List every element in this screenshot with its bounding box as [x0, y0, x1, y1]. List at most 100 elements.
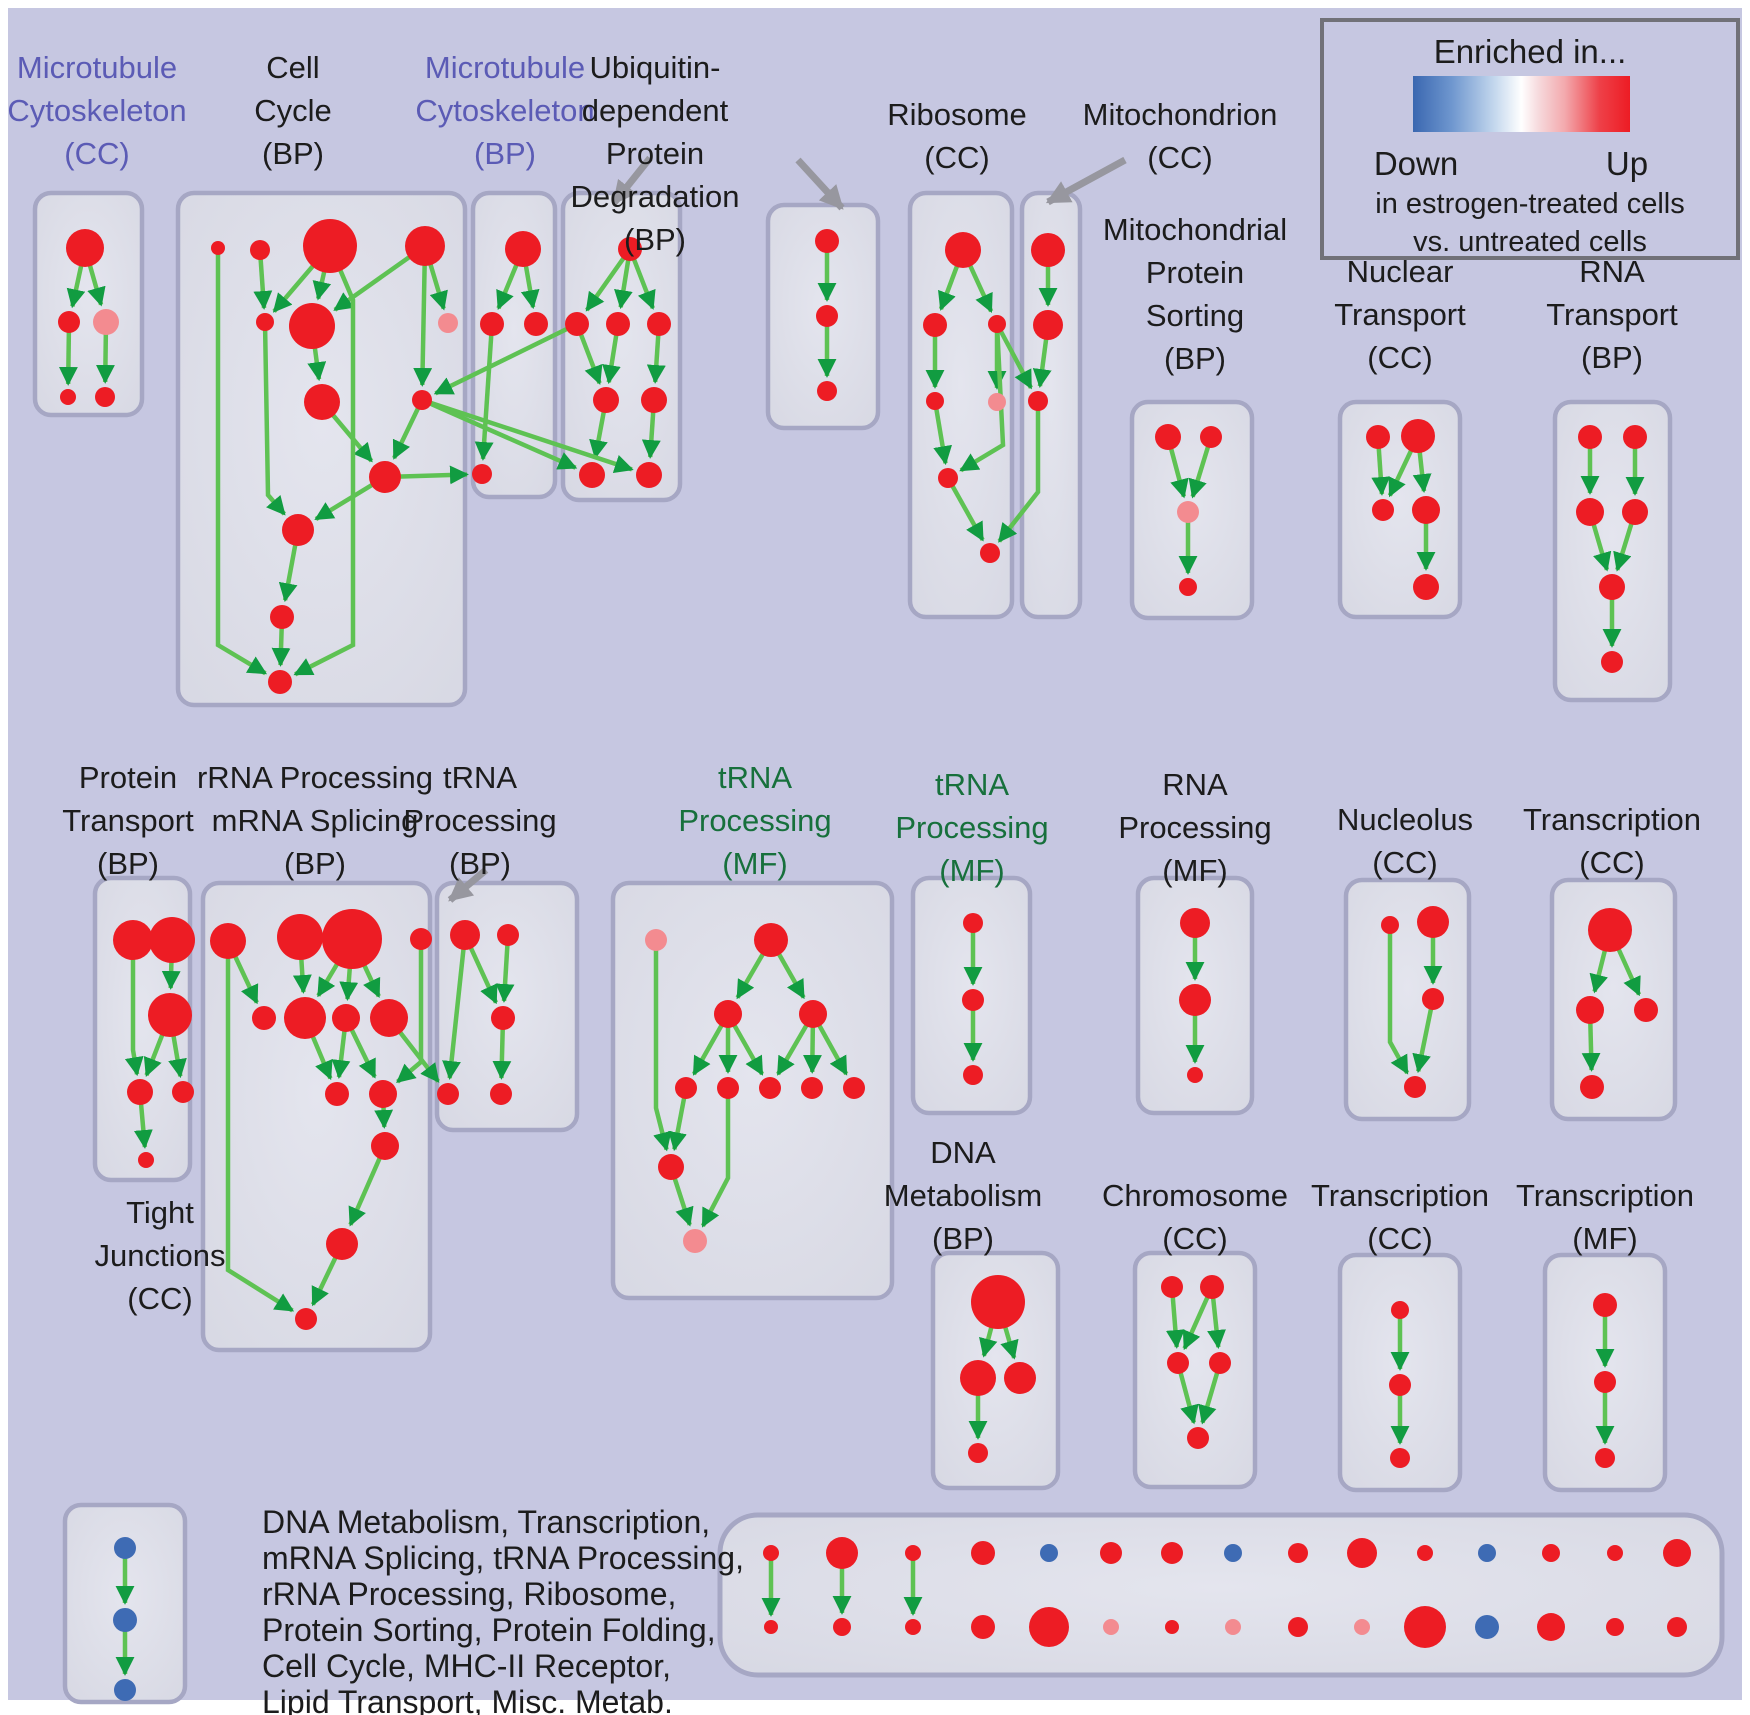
go-term-node-transcription-cc-3	[1390, 1448, 1410, 1468]
cluster-label-rna-transport: (BP)	[1581, 340, 1643, 375]
cluster-box-microtubule-bp	[470, 190, 558, 500]
go-term-node-misc-top	[1478, 1544, 1496, 1562]
go-term-node-misc-bottom	[1288, 1617, 1308, 1637]
legend-subtitle-1: in estrogen-treated cells	[1375, 188, 1685, 220]
go-term-node-microtubule-bp	[524, 312, 548, 336]
go-term-node-chromosome	[1167, 1352, 1189, 1374]
go-term-node-ubiquitin-a	[593, 387, 619, 413]
go-term-node-nuclear-transport	[1366, 425, 1390, 449]
edge-cell-cycle	[293, 245, 356, 677]
misc-collapsed-clusters-text: Protein Sorting, Protein Folding,	[262, 1612, 716, 1648]
cluster-label-trna-mf-wide: Processing	[678, 803, 831, 838]
cluster-box-transcription-cc-3	[1337, 1252, 1463, 1493]
cluster-box-misc	[717, 1512, 1725, 1678]
go-term-node-rrna	[322, 909, 382, 969]
go-term-node-trna-mf-wide	[675, 1077, 697, 1099]
go-term-node-mito-sorting	[1179, 578, 1197, 596]
cluster-label-transcription-cc-2: Transcription	[1523, 802, 1701, 837]
go-term-node-rna-proc-mf	[1179, 984, 1211, 1016]
cluster-label-rna-proc-mf: (MF)	[1162, 853, 1227, 888]
cluster-label-nuclear-transport: (CC)	[1367, 340, 1432, 375]
go-term-node-trna-mf-wide	[645, 929, 667, 951]
go-term-node-ribosome	[980, 543, 1000, 563]
go-term-node-tight-junctions	[114, 1679, 136, 1701]
go-term-node-cell-cycle	[211, 241, 225, 255]
edge-ribosome	[959, 323, 1006, 473]
go-term-node-ribosome	[938, 468, 958, 488]
cluster-label-cell-cycle: Cycle	[254, 93, 332, 128]
go-term-node-rna-transport	[1622, 499, 1648, 525]
cluster-label-transcription-mf: (MF)	[1572, 1221, 1637, 1256]
cross-edge	[421, 397, 578, 470]
go-term-node-ubiquitin-a	[647, 312, 671, 336]
cluster-label-mito-sorting: Sorting	[1146, 298, 1244, 333]
go-term-node-nuclear-transport	[1413, 574, 1439, 600]
cluster-label-protein-transport: Transport	[62, 803, 194, 838]
cluster-box-cell-cycle	[175, 190, 468, 708]
cluster-label-microtubule-bp: (BP)	[474, 136, 536, 171]
go-term-node-nucleolus	[1381, 916, 1399, 934]
cluster-box-chromosome	[1132, 1250, 1258, 1490]
edge-ubiquitin-a	[584, 247, 632, 312]
go-term-node-microtubule-bp	[480, 312, 504, 336]
go-term-node-cell-cycle	[270, 605, 294, 629]
go-term-node-rrna	[277, 914, 323, 960]
go-term-node-misc-bottom	[905, 1619, 921, 1635]
go-term-node-ubiquitin-a	[579, 462, 605, 488]
go-term-node-ubiquitin-b	[817, 381, 837, 401]
go-term-node-misc-top	[1542, 1544, 1560, 1562]
misc-collapsed-clusters-text: mRNA Splicing, tRNA Processing,	[262, 1540, 744, 1576]
go-term-node-trna-mf-wide	[714, 1000, 742, 1028]
go-term-node-misc-bottom	[833, 1618, 851, 1636]
cluster-label-nucleolus: Nucleolus	[1337, 802, 1473, 837]
go-term-node-rrna	[410, 928, 432, 950]
go-term-node-cell-cycle	[289, 303, 335, 349]
cluster-label-microtubule-cc: Microtubule	[17, 50, 177, 85]
go-term-node-trna-mf-small	[963, 913, 983, 933]
cluster-label-microtubule-bp: Cytoskeleton	[415, 93, 594, 128]
go-term-node-rrna	[332, 1004, 360, 1032]
go-term-node-mitochondrion	[1031, 233, 1065, 267]
go-term-node-ubiquitin-a	[606, 312, 630, 336]
go-term-node-trna-bp	[491, 1006, 515, 1030]
cluster-label-ribosome: (CC)	[924, 140, 989, 175]
cluster-label-tight-junctions: (CC)	[127, 1281, 192, 1316]
misc-collapsed-clusters-text: rRNA Processing, Ribosome,	[262, 1576, 676, 1612]
go-term-node-mitochondrion	[1033, 310, 1063, 340]
go-term-node-trna-mf-small	[962, 989, 984, 1011]
legend-down-label: Down	[1374, 145, 1458, 182]
cluster-label-trna-bp: Processing	[403, 803, 556, 838]
go-term-node-nuclear-transport	[1372, 499, 1394, 521]
go-term-node-trna-mf-wide	[759, 1077, 781, 1099]
misc-collapsed-clusters-text: Cell Cycle, MHC-II Receptor,	[262, 1648, 671, 1684]
go-term-node-cell-cycle	[268, 670, 292, 694]
go-term-node-misc-bottom	[1165, 1620, 1179, 1634]
cluster-label-transcription-cc-3: (CC)	[1367, 1221, 1432, 1256]
cluster-label-rna-proc-mf: Processing	[1118, 810, 1271, 845]
cluster-label-tight-junctions: Tight	[126, 1195, 194, 1230]
edge-ribosome	[932, 400, 952, 466]
go-term-node-rna-proc-mf	[1180, 908, 1210, 938]
cluster-label-transcription-mf: Transcription	[1516, 1178, 1694, 1213]
go-term-node-nucleolus	[1417, 906, 1449, 938]
go-term-node-misc-top	[1161, 1542, 1183, 1564]
go-term-node-transcription-mf	[1594, 1371, 1616, 1393]
go-term-node-trna-bp	[497, 924, 519, 946]
go-term-node-chromosome	[1209, 1352, 1231, 1374]
cluster-label-dna-metab: (BP)	[932, 1221, 994, 1256]
go-term-node-misc-bottom	[1029, 1607, 1069, 1647]
go-term-node-transcription-cc-2	[1580, 1075, 1604, 1099]
go-term-node-cell-cycle	[303, 219, 357, 273]
cluster-label-trna-mf-small: Processing	[895, 810, 1048, 845]
go-term-node-ubiquitin-b	[816, 305, 838, 327]
go-term-node-rna-transport	[1578, 425, 1602, 449]
go-term-node-tight-junctions	[114, 1537, 136, 1559]
edge-cell-cycle	[262, 321, 287, 516]
cluster-label-ubiquitin-label: dependent	[582, 93, 729, 128]
cluster-label-ribosome: Ribosome	[887, 97, 1027, 132]
go-term-node-chromosome	[1200, 1275, 1224, 1299]
go-term-node-rrna	[210, 923, 246, 959]
cluster-label-ubiquitin-label: Degradation	[571, 179, 740, 214]
edge-nucleolus	[1387, 925, 1410, 1075]
